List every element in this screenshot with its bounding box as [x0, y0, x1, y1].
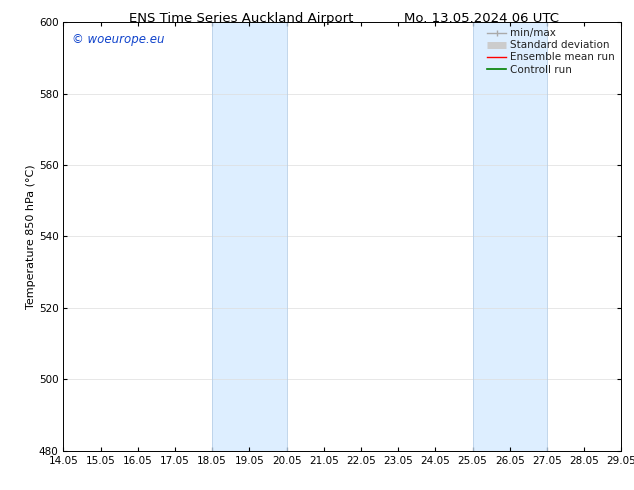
- Text: © woeurope.eu: © woeurope.eu: [72, 33, 164, 46]
- Text: ENS Time Series Auckland Airport: ENS Time Series Auckland Airport: [129, 12, 353, 25]
- Y-axis label: Temperature 850 hPa (°C): Temperature 850 hPa (°C): [26, 164, 36, 309]
- Bar: [472, 22, 547, 451]
- Legend: min/max, Standard deviation, Ensemble mean run, Controll run: min/max, Standard deviation, Ensemble me…: [484, 25, 618, 78]
- Bar: [212, 22, 287, 451]
- Text: Mo. 13.05.2024 06 UTC: Mo. 13.05.2024 06 UTC: [404, 12, 559, 25]
